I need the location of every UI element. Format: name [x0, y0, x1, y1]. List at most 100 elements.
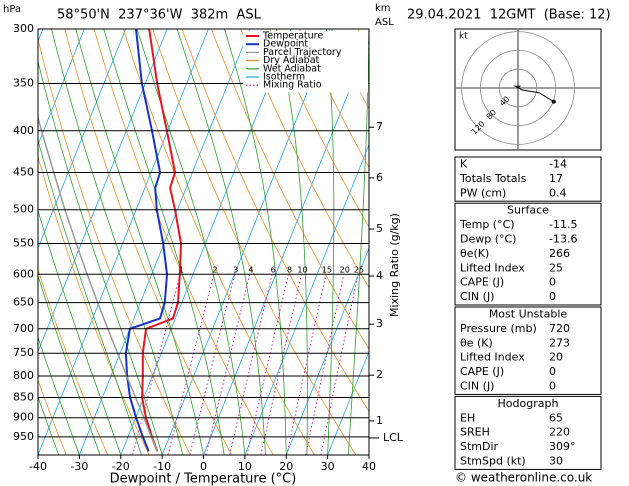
y2-tick-label: 5	[376, 222, 383, 235]
y-tick-label: 550	[13, 236, 34, 249]
y-tick-label: 750	[13, 346, 34, 359]
panel-value: 0	[549, 365, 556, 378]
legend-label: Dewpoint	[263, 39, 308, 50]
x-tick-label: -40	[29, 460, 47, 473]
y-tick-label: 700	[13, 322, 34, 335]
panel-box	[454, 306, 602, 395]
y2-axis-label: km	[375, 3, 391, 14]
isotherm	[38, 29, 85, 146]
x-tick-label: -10	[153, 460, 171, 473]
y-tick-label: 850	[13, 390, 34, 403]
isotherm	[38, 29, 127, 250]
hodograph-end	[551, 99, 556, 104]
y-tick-label: 450	[13, 165, 34, 178]
chart-subtitle: 29.04.2021 12GMT (Base: 12)	[407, 8, 611, 23]
x-tick-label: 10	[238, 460, 252, 473]
panel-title: Hodograph	[498, 397, 559, 410]
panel-label: StmDir	[460, 440, 499, 453]
x-axis-title: Dewpoint / Temperature (°C)	[110, 472, 297, 486]
panel-value: 65	[549, 411, 563, 424]
panel-value: 30	[549, 455, 563, 468]
mixing-ratio-label: 10	[297, 266, 307, 275]
panel-label: CAPE (J)	[460, 365, 504, 378]
isotherm	[38, 29, 168, 353]
lcl-label: LCL	[383, 431, 404, 444]
x-tick-label: 20	[279, 460, 293, 473]
hodograph-ring	[461, 31, 575, 145]
dry-adiabat	[269, 29, 369, 228]
y-tick-label: 300	[13, 22, 34, 35]
mixing-ratio-label: 6	[271, 266, 276, 275]
hodograph-unit: kt	[459, 32, 468, 42]
panel-value: -13.6	[549, 233, 577, 246]
mixing-ratio-line	[132, 274, 181, 455]
panel-label: Lifted Index	[460, 351, 525, 364]
panel-label: Totals Totals	[459, 172, 527, 185]
panel-title: Surface	[507, 204, 549, 217]
panel-value: 0.4	[549, 186, 567, 199]
y-axis-label: hPa	[3, 4, 21, 15]
legend-box	[243, 31, 368, 93]
mixing-ratio-label: 25	[354, 266, 364, 275]
panel-label: CIN (J)	[460, 380, 494, 393]
panel-label: K	[460, 158, 468, 171]
panel-label: θe (K)	[460, 336, 493, 349]
panel-value: 720	[549, 322, 570, 335]
panel-label: EH	[460, 411, 475, 424]
isotherm	[120, 29, 292, 455]
dry-adiabat	[298, 29, 369, 169]
panel-label: Temp (°C)	[459, 218, 515, 231]
x-tick-label: -30	[70, 460, 88, 473]
legend-label: Temperature	[262, 31, 323, 42]
mixing-ratio-label: 4	[248, 266, 253, 275]
y2-tick-label: 6	[376, 171, 383, 184]
panel-label: Dewp (°C)	[460, 233, 516, 246]
hodograph-ring	[498, 68, 538, 108]
y2-tick-label: 1	[376, 414, 383, 427]
hodograph-line	[513, 85, 554, 103]
y2-tick-label: 7	[376, 120, 383, 133]
x-tick-label: 0	[200, 460, 207, 473]
legend-label: Parcel Trajectory	[263, 47, 342, 58]
y-tick-label: 500	[13, 203, 34, 216]
panel-label: θe(K)	[460, 247, 489, 260]
chart-title: 58°50'N 237°36'W 382m ASL	[57, 8, 262, 23]
dry-adiabat	[38, 378, 67, 455]
dry-adiabat	[240, 29, 369, 289]
footer: © weatheronline.co.uk	[455, 471, 592, 485]
panel-value: 309°	[549, 440, 576, 453]
legend-label: Wet Adiabat	[263, 63, 321, 74]
panel-value: 0	[549, 290, 556, 303]
hodograph-ring	[479, 50, 556, 126]
x-tick-label: 40	[362, 460, 376, 473]
isotherm	[285, 247, 369, 455]
legend-label: Dry Adiabat	[263, 55, 320, 66]
isotherm	[161, 29, 333, 455]
mixing-ratio-label: 2	[212, 266, 217, 275]
mixing-ratio-label: 3	[233, 266, 238, 275]
panel-value: 273	[549, 336, 570, 349]
panel-label: StmSpd (kt)	[460, 455, 526, 468]
panel-label: CAPE (J)	[460, 276, 504, 289]
x-tick-label: -20	[112, 460, 130, 473]
mixing-ratio-label: 15	[322, 266, 332, 275]
panel-value: 17	[549, 172, 563, 185]
panel-label: SREH	[460, 426, 490, 439]
panel-label: CIN (J)	[460, 290, 494, 303]
y2-tick-label: 2	[376, 368, 383, 381]
y-tick-label: 650	[13, 296, 34, 309]
isotherm	[244, 143, 369, 455]
panel-label: Lifted Index	[460, 261, 525, 274]
mixing-ratio-label: 1	[179, 266, 184, 275]
panel-label: Pressure (mb)	[460, 322, 537, 335]
panel-box	[454, 395, 602, 470]
panel-label: PW (cm)	[460, 186, 506, 199]
legend-label: Isotherm	[263, 72, 305, 83]
isotherm	[79, 29, 251, 455]
mixing-ratio-label: 20	[340, 266, 350, 275]
panel-title: Most Unstable	[489, 308, 568, 321]
y-tick-label: 950	[13, 430, 34, 443]
y-tick-label: 600	[13, 267, 34, 280]
panel-value: 0	[549, 276, 556, 289]
